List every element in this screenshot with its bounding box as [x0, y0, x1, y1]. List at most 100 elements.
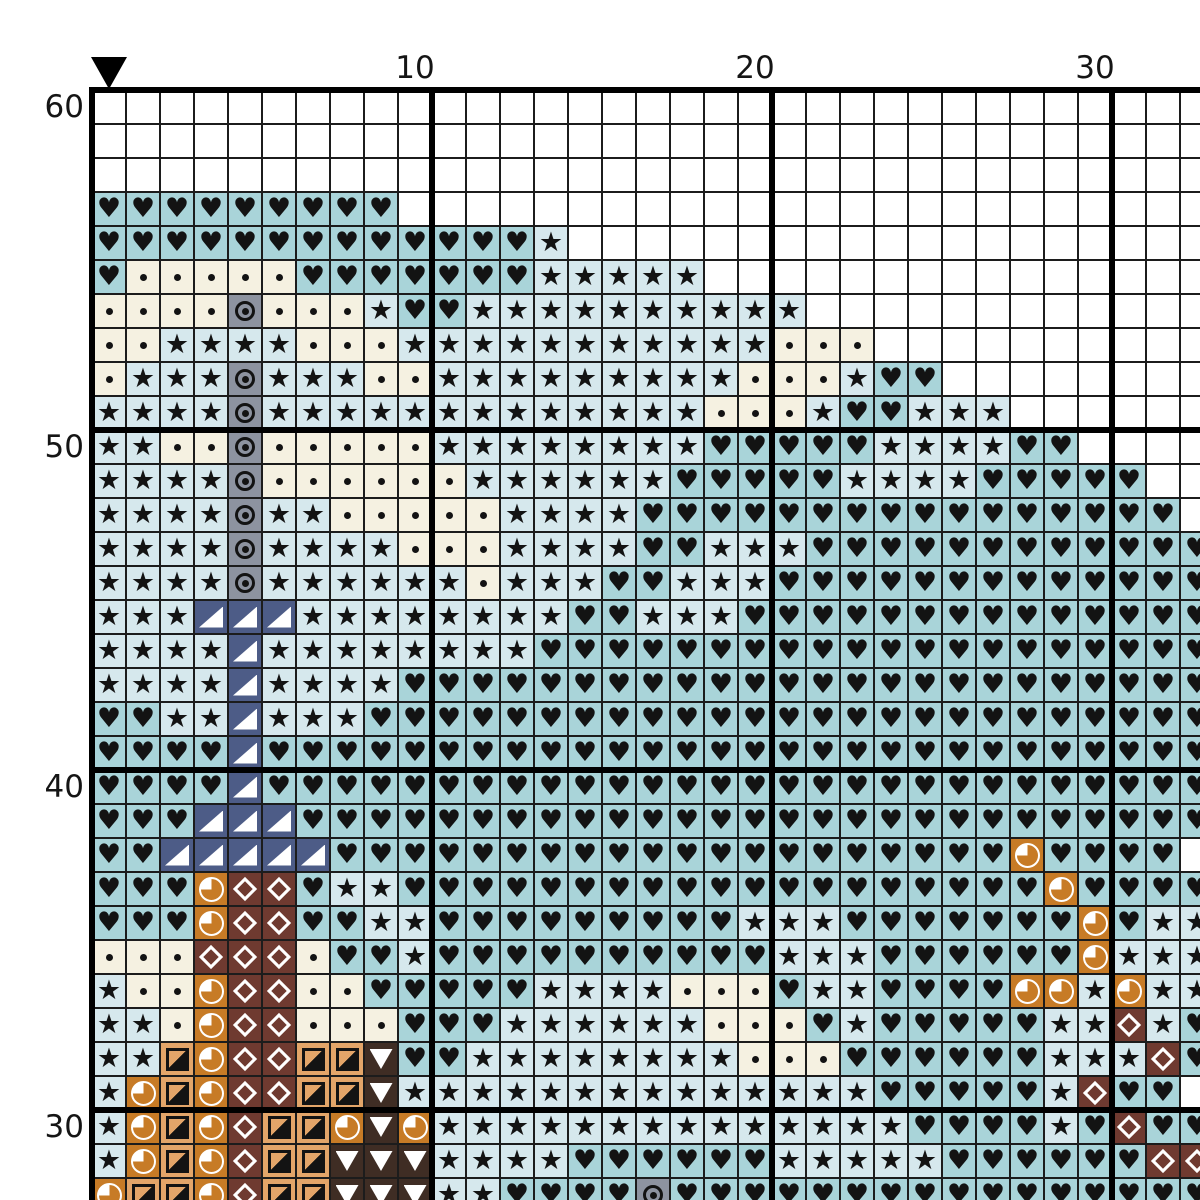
- grid-cell: ♥: [670, 498, 704, 532]
- half-square-icon: [301, 1183, 325, 1200]
- grid-cell: [1010, 158, 1044, 192]
- grid-cell: ★: [92, 634, 126, 668]
- grid-cell: ♥: [432, 804, 466, 838]
- grid-cell: ★: [364, 532, 398, 566]
- grid-cell: [976, 124, 1010, 158]
- corner-triangle-icon: [199, 810, 223, 832]
- grid-cell: [1180, 328, 1200, 362]
- star-icon: ★: [96, 1144, 122, 1176]
- grid-cell: ★: [160, 362, 194, 396]
- heart-icon: ♥: [368, 974, 394, 1006]
- grid-cell: ♥: [466, 702, 500, 736]
- grid-cell: ♥: [704, 736, 738, 770]
- grid-cell: ♥: [568, 634, 602, 668]
- heart-icon: ♥: [504, 226, 530, 258]
- dot-icon: [683, 987, 691, 995]
- heart-icon: ♥: [776, 872, 802, 904]
- grid-cell: ★: [840, 1076, 874, 1110]
- star-icon: ★: [640, 1110, 666, 1142]
- heart-icon: ♥: [1150, 872, 1176, 904]
- heart-icon: ♥: [980, 872, 1006, 904]
- grid-cell: [1112, 396, 1146, 430]
- star-icon: ★: [470, 634, 496, 666]
- grid-cell: ♥: [840, 770, 874, 804]
- grid-cell: [398, 90, 432, 124]
- grid-cell: [1112, 260, 1146, 294]
- grid-cell: [92, 158, 126, 192]
- grid-cell: [296, 1042, 330, 1076]
- dot-icon: [343, 1021, 351, 1029]
- grid-cell: ♥: [466, 838, 500, 872]
- star-icon: ★: [538, 1110, 564, 1142]
- star-icon: ★: [640, 260, 666, 292]
- grid-cell: ♥: [908, 1076, 942, 1110]
- star-icon: ★: [878, 1144, 904, 1176]
- star-icon: ★: [606, 430, 632, 462]
- grid-cell: [126, 1144, 160, 1178]
- grid-cell: ♥: [942, 566, 976, 600]
- grid-cell: ★: [228, 328, 262, 362]
- grid-cell: [874, 294, 908, 328]
- star-icon: ★: [436, 566, 462, 598]
- grid-cell: ♥: [1010, 1076, 1044, 1110]
- grid-cell: ★: [364, 668, 398, 702]
- grid-cell: ♥: [1146, 668, 1180, 702]
- grid-cell: ♥: [500, 838, 534, 872]
- grid-cell: [738, 192, 772, 226]
- heart-icon: ♥: [402, 702, 428, 734]
- grid-cell: ♥: [908, 940, 942, 974]
- grid-cell: ♥: [568, 1144, 602, 1178]
- heart-icon: ♥: [1185, 637, 1200, 664]
- grid-cell: ♥: [670, 872, 704, 906]
- star-icon: ★: [572, 1110, 598, 1142]
- grid-cell: ♥: [92, 736, 126, 770]
- grid-cell: ★: [432, 430, 466, 464]
- star-icon: ★: [504, 464, 530, 496]
- heart-icon: ♥: [470, 668, 496, 700]
- grid-cell: [1112, 362, 1146, 396]
- star-icon: ★: [572, 430, 598, 462]
- heart-icon: ♥: [980, 1110, 1006, 1142]
- half-square-icon: [165, 1081, 189, 1105]
- heart-icon: ♥: [980, 600, 1006, 632]
- grid-cell: ♥: [160, 736, 194, 770]
- grid-cell: [432, 532, 466, 566]
- grid-cell: ♥: [432, 1042, 466, 1076]
- star-icon: ★: [1185, 943, 1200, 970]
- grid-cell: ♥: [602, 702, 636, 736]
- grid-cell: ♥: [636, 1144, 670, 1178]
- grid-cell: ♥: [1078, 600, 1112, 634]
- grid-cell: ♥: [534, 1178, 568, 1200]
- grid-cell: ♥: [704, 464, 738, 498]
- grid-cell: ♥: [908, 974, 942, 1008]
- grid-cell: ♥: [874, 600, 908, 634]
- center-marker-icon: [91, 57, 127, 89]
- heart-icon: ♥: [300, 260, 326, 292]
- grid-cell: ★: [806, 1076, 840, 1110]
- down-triangle-icon: [369, 1117, 393, 1137]
- grid-cell: [92, 362, 126, 396]
- grid-cell: ★: [398, 566, 432, 600]
- heart-icon: ♥: [912, 566, 938, 598]
- heart-icon: ♥: [946, 668, 972, 700]
- quarter-circle-icon: [198, 1012, 224, 1038]
- star-icon: ★: [470, 1144, 496, 1176]
- grid-cell: ♥: [602, 1144, 636, 1178]
- grid-cell: ♥: [296, 736, 330, 770]
- heart-icon: ♥: [1082, 634, 1108, 666]
- heart-icon: ♥: [1116, 498, 1142, 530]
- grid-cell: ★: [262, 532, 296, 566]
- grid-cell: ♥: [1078, 736, 1112, 770]
- grid-cell: ♥: [840, 532, 874, 566]
- heart-icon: ♥: [1014, 1178, 1040, 1200]
- grid-cell: ★: [772, 1110, 806, 1144]
- grid-cell: ♥: [670, 804, 704, 838]
- grid-cell: [1180, 192, 1200, 226]
- star-icon: ★: [470, 464, 496, 496]
- grid-cell: ★: [568, 1076, 602, 1110]
- grid-cell: ♥: [1146, 1076, 1180, 1110]
- corner-triangle-icon: [165, 844, 189, 866]
- grid-cell: ★: [942, 464, 976, 498]
- grid-cell: ★: [194, 362, 228, 396]
- grid-cell: ♥: [874, 1008, 908, 1042]
